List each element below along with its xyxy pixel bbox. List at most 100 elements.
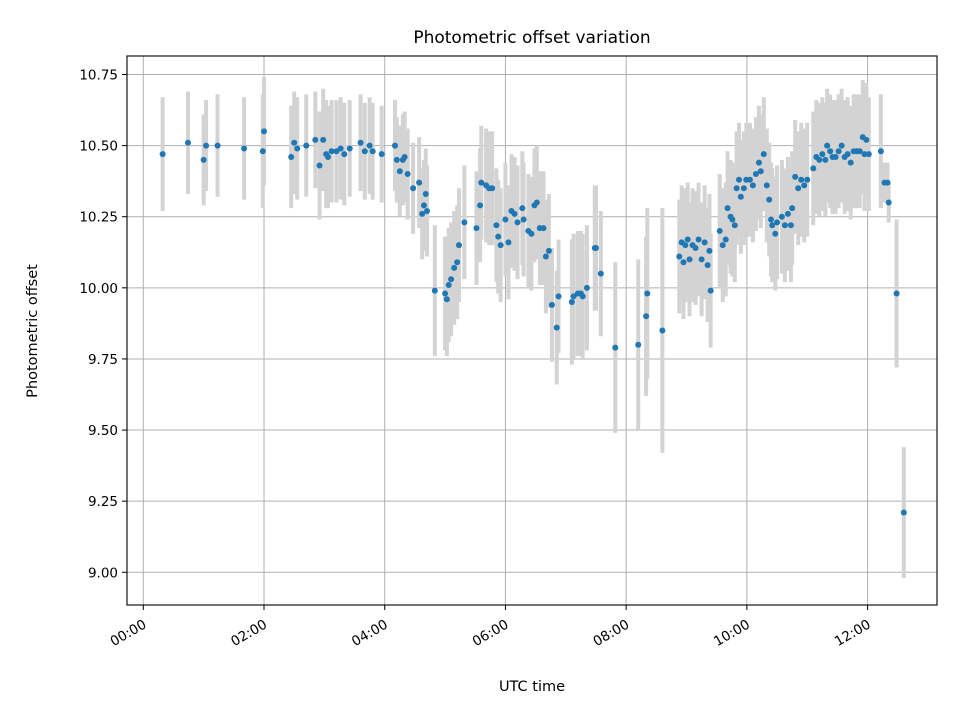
data-point (816, 156, 823, 163)
data-point (391, 142, 398, 149)
data-point (328, 148, 335, 155)
data-point (420, 202, 427, 209)
data-point (477, 202, 484, 209)
data-point (410, 185, 417, 192)
data-point (404, 171, 411, 178)
data-point (680, 259, 687, 266)
chart-title: Photometric offset variation (413, 28, 650, 48)
data-point (184, 139, 191, 146)
data-point (548, 301, 555, 308)
data-point (497, 242, 504, 249)
data-point (865, 151, 872, 158)
data-point (827, 148, 834, 155)
data-point (885, 199, 892, 206)
data-point (346, 145, 353, 152)
data-point (553, 324, 560, 331)
data-point (493, 222, 500, 229)
data-point (707, 287, 714, 294)
data-point (422, 190, 429, 197)
data-point (445, 281, 452, 288)
data-point (357, 139, 364, 146)
y-tick-label: 10.50 (79, 139, 118, 155)
data-point (724, 205, 731, 212)
data-point (341, 151, 348, 158)
data-point (772, 230, 779, 237)
data-point (769, 222, 776, 229)
data-point (454, 259, 461, 266)
data-point (393, 156, 400, 163)
data-point (740, 185, 747, 192)
data-point (423, 208, 430, 215)
data-point (844, 151, 851, 158)
data-point (241, 145, 248, 152)
data-point (583, 284, 590, 291)
data-point (755, 159, 762, 166)
data-point (877, 148, 884, 155)
data-point (592, 245, 599, 252)
data-point (369, 148, 376, 155)
data-point (320, 136, 327, 143)
data-point (401, 153, 408, 160)
data-point (514, 219, 521, 226)
data-point (644, 290, 651, 297)
y-axis-ticks: 9.00 9.25 9.50 9.75 10.00 10.25 10.50 10.75 (79, 67, 127, 581)
data-point (520, 216, 527, 223)
y-axis-label: Photometric offset (25, 264, 41, 398)
data-point (861, 151, 868, 158)
y-tick-label: 10.00 (79, 281, 118, 297)
data-point (801, 182, 808, 189)
data-point (570, 293, 577, 300)
data-point (832, 153, 839, 160)
data-point (682, 242, 689, 249)
data-point (792, 173, 799, 180)
data-point (612, 344, 619, 351)
data-point (704, 262, 711, 269)
data-point (159, 151, 166, 158)
data-point (692, 245, 699, 252)
data-point (333, 148, 340, 155)
data-point (784, 210, 791, 217)
data-point (686, 256, 693, 263)
data-point (766, 196, 773, 203)
data-point (706, 247, 713, 254)
data-point (324, 153, 331, 160)
data-point (455, 242, 462, 249)
data-point (752, 171, 759, 178)
data-point (489, 185, 496, 192)
data-point (835, 148, 842, 155)
data-point (473, 225, 480, 232)
data-point (597, 270, 604, 277)
data-point (396, 168, 403, 175)
data-point (760, 151, 767, 158)
data-point (555, 293, 562, 300)
data-point (856, 148, 863, 155)
data-point (443, 296, 450, 303)
data-point (542, 253, 549, 260)
data-point (200, 156, 207, 163)
data-point (789, 205, 796, 212)
data-point (303, 142, 310, 149)
data-point (461, 219, 468, 226)
data-point (787, 222, 794, 229)
data-point (716, 227, 723, 234)
data-point (810, 165, 817, 172)
data-point (778, 213, 785, 220)
data-point (774, 219, 781, 226)
data-point (540, 225, 547, 232)
data-point (545, 247, 552, 254)
data-point (719, 242, 726, 249)
data-point (733, 185, 740, 192)
data-points (159, 128, 907, 516)
data-point (795, 185, 802, 192)
data-point (312, 136, 319, 143)
y-tick-label: 9.25 (88, 494, 118, 510)
data-point (722, 236, 729, 243)
data-point (528, 230, 535, 237)
data-point (579, 293, 586, 300)
data-point (838, 142, 845, 149)
data-point (768, 216, 775, 223)
data-point (337, 145, 344, 152)
data-point (900, 509, 907, 516)
